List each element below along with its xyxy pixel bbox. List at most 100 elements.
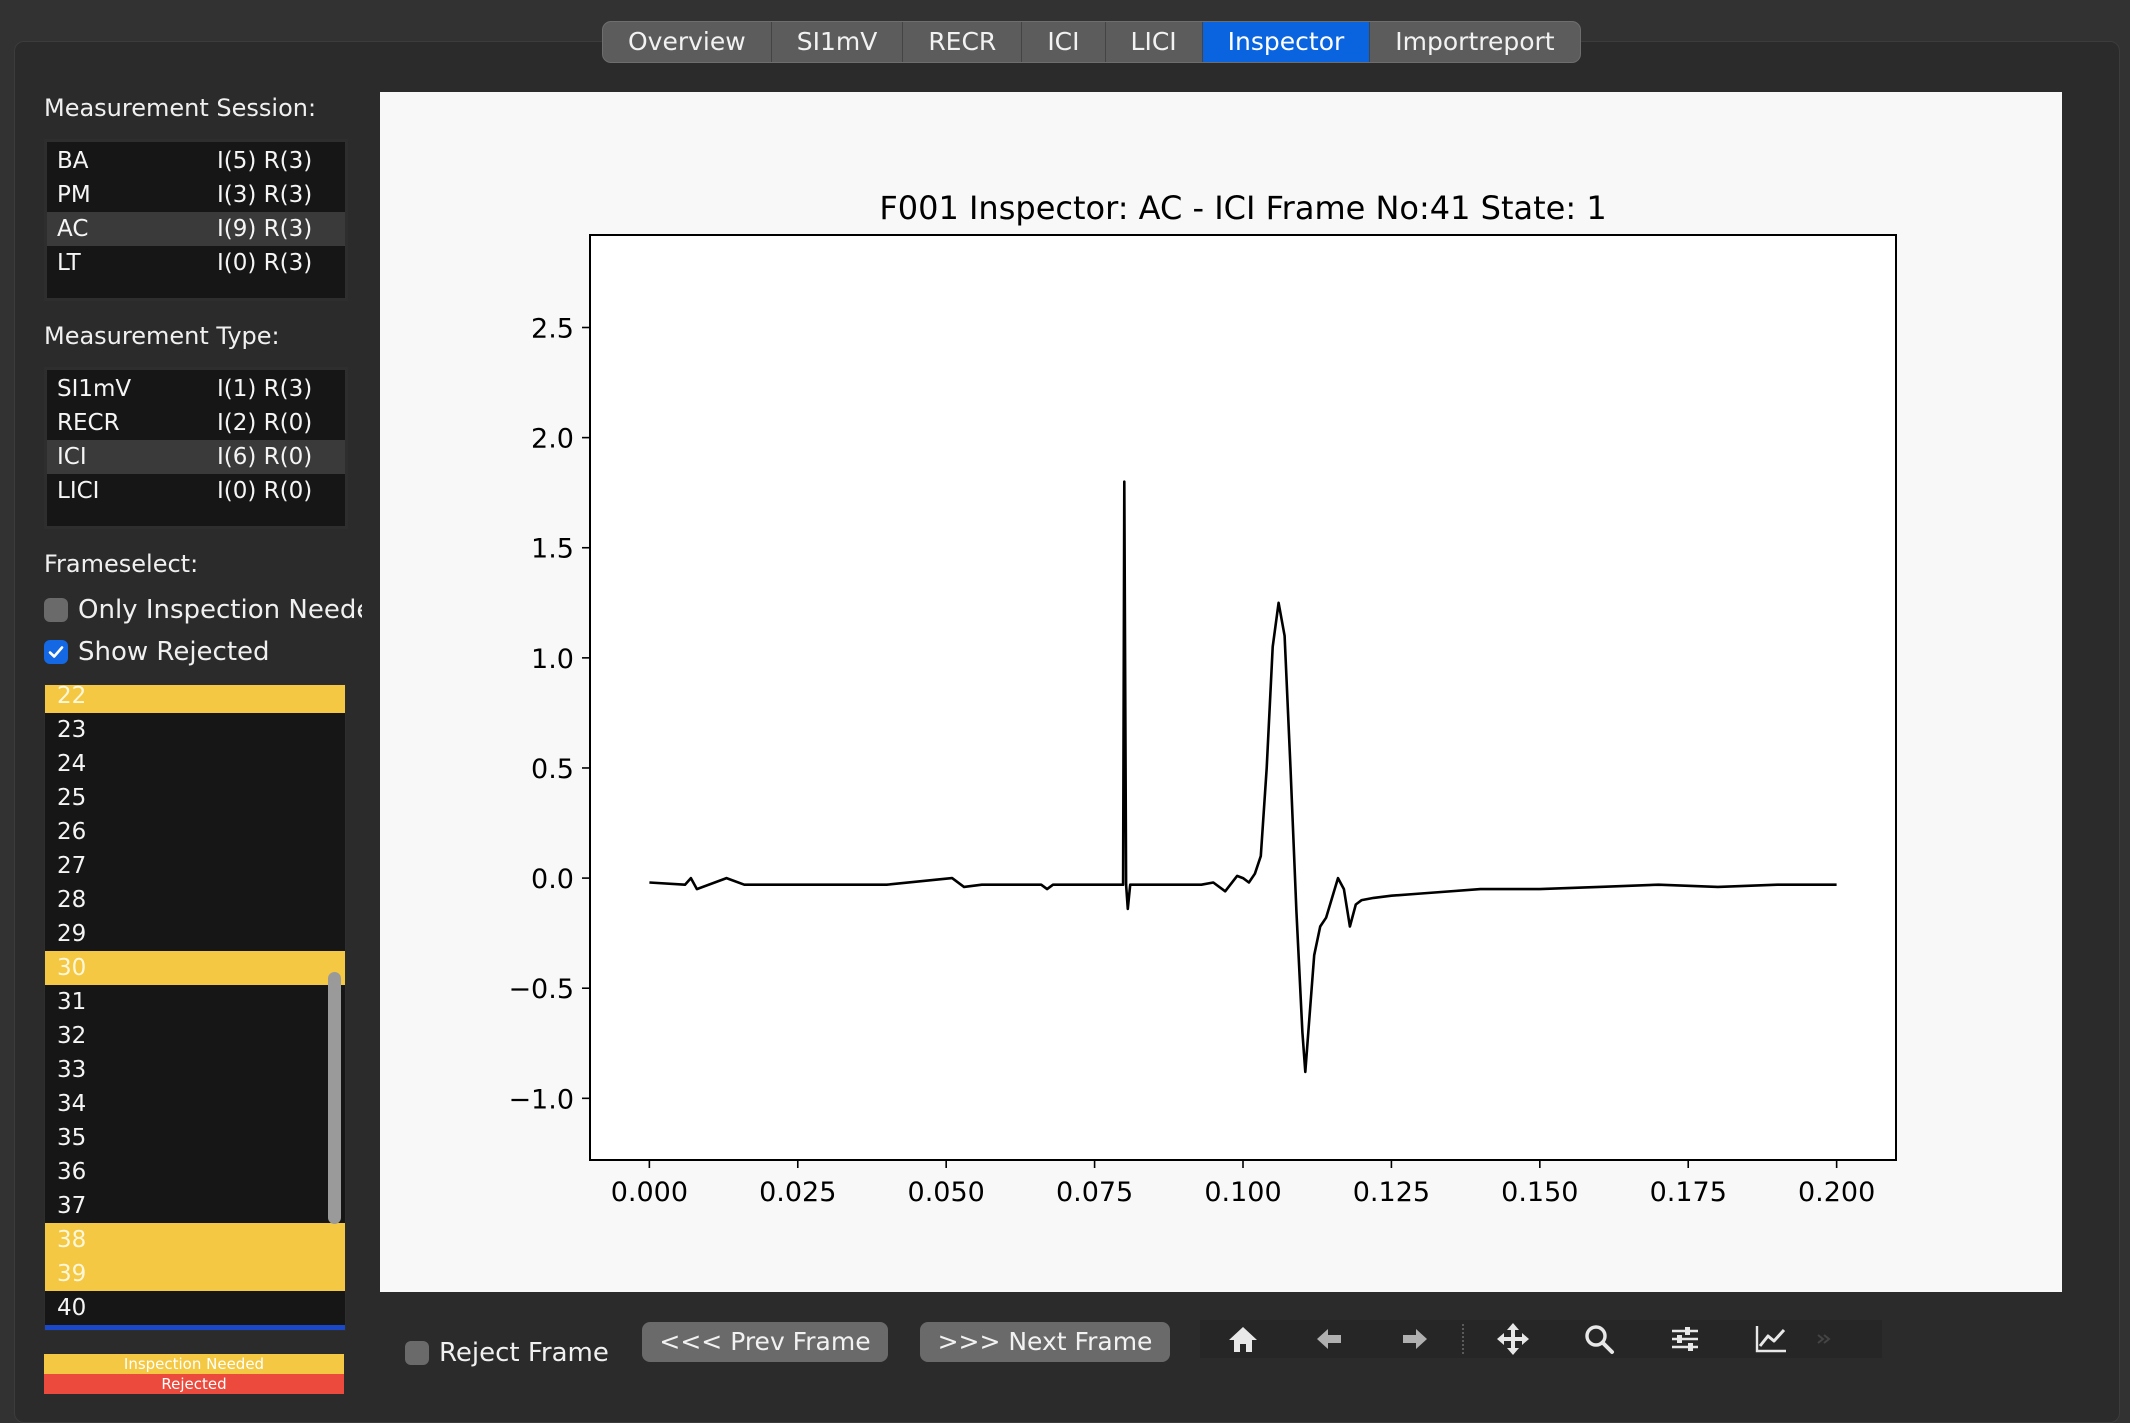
session-item-ac[interactable]: AC I(9) R(3): [47, 212, 345, 246]
frame-list-item[interactable]: 40: [57, 1295, 87, 1321]
y-tick-label: 1.5: [531, 534, 574, 565]
tab-importreport[interactable]: Importreport: [1395, 27, 1555, 56]
mtype-item-counts: I(1) R(3): [217, 376, 313, 402]
x-tick-label: 0.175: [1650, 1177, 1727, 1208]
mtype-item-si1mv[interactable]: SI1mV I(1) R(3): [47, 372, 345, 406]
frame-list-item[interactable]: 39: [45, 1257, 345, 1291]
frame-list-item[interactable]: 24: [57, 751, 87, 777]
tab-bar: Overview SI1mV RECR ICI LICI Inspector I…: [602, 21, 1581, 63]
frameselect-label: Frameselect:: [44, 550, 199, 578]
only-inspection-checkbox[interactable]: [44, 598, 68, 622]
more-chevron-icon[interactable]: [1814, 1320, 1874, 1358]
line-chart: F001 Inspector: AC - ICI Frame No:41 Sta…: [508, 189, 1897, 1208]
session-item-counts: I(5) R(3): [217, 148, 313, 174]
frame-list-item[interactable]: 28: [57, 887, 87, 913]
frame-list-item[interactable]: 35: [57, 1125, 87, 1151]
session-item-name: PM: [57, 182, 91, 208]
tab-inspector[interactable]: Inspector: [1202, 22, 1371, 62]
mtype-item-recr[interactable]: RECR I(2) R(0): [47, 406, 345, 440]
prev-frame-button[interactable]: <<< Prev Frame: [642, 1322, 888, 1362]
show-rejected-checkbox-row[interactable]: Show Rejected: [44, 636, 270, 668]
y-tick-label: −1.0: [508, 1084, 574, 1115]
show-rejected-label: Show Rejected: [78, 637, 270, 667]
plot-toolbar: [1200, 1320, 1882, 1358]
only-inspection-checkbox-row[interactable]: Only Inspection Needed: [44, 594, 362, 626]
tab-ici[interactable]: ICI: [1022, 22, 1106, 62]
forward-arrow-icon[interactable]: [1372, 1320, 1458, 1358]
mtype-item-name: RECR: [57, 410, 120, 436]
frame-list-item[interactable]: 34: [57, 1091, 87, 1117]
series-line: [649, 480, 1837, 1074]
next-frame-button[interactable]: >>> Next Frame: [920, 1322, 1170, 1362]
edit-axis-icon[interactable]: [1728, 1320, 1814, 1358]
mtype-item-name: ICI: [57, 444, 87, 470]
frame-list-scrollbar[interactable]: [328, 972, 341, 1224]
session-item-pm[interactable]: PM I(3) R(3): [47, 178, 345, 212]
mtype-list[interactable]: SI1mV I(1) R(3) RECR I(2) R(0) ICI I(6) …: [44, 367, 348, 529]
show-rejected-checkbox[interactable]: [44, 640, 68, 664]
frame-list-item[interactable]: 22: [45, 685, 345, 713]
y-tick-label: 0.5: [531, 754, 574, 785]
x-tick-label: 0.000: [611, 1177, 688, 1208]
selected-frame-indicator: [45, 1325, 345, 1330]
session-item-name: LT: [57, 250, 81, 276]
frame-list-item[interactable]: 26: [57, 819, 87, 845]
session-item-counts: I(9) R(3): [217, 216, 313, 242]
tab-recr[interactable]: RECR: [903, 22, 1023, 62]
mtype-item-ici[interactable]: ICI I(6) R(0): [47, 440, 345, 474]
session-list[interactable]: BA I(5) R(3) PM I(3) R(3) AC I(9) R(3) L…: [44, 139, 348, 301]
reject-frame-checkbox[interactable]: [405, 1341, 429, 1365]
frame-list-item[interactable]: 38: [45, 1223, 345, 1257]
back-arrow-icon[interactable]: [1286, 1320, 1372, 1358]
y-tick-label: 0.0: [531, 864, 574, 895]
toolbar-separator: [1462, 1324, 1466, 1354]
frame-list-item[interactable]: 23: [57, 717, 87, 743]
frame-list-item[interactable]: 36: [57, 1159, 87, 1185]
frame-list-item[interactable]: 37: [57, 1193, 87, 1219]
x-tick-label: 0.050: [908, 1177, 985, 1208]
chart-title: F001 Inspector: AC - ICI Frame No:41 Sta…: [879, 189, 1606, 227]
only-inspection-label: Only Inspection Needed: [78, 595, 362, 625]
session-item-counts: I(3) R(3): [217, 182, 313, 208]
session-label: Measurement Session:: [44, 94, 317, 122]
tab-si1mv[interactable]: SI1mV: [772, 22, 904, 62]
mtype-item-lici[interactable]: LICI I(0) R(0): [47, 474, 345, 508]
legend-rejected: Rejected: [44, 1374, 344, 1394]
zoom-icon[interactable]: [1556, 1320, 1642, 1358]
plot-area: [589, 234, 1897, 1161]
mtype-label: Measurement Type:: [44, 322, 280, 350]
home-icon[interactable]: [1200, 1320, 1286, 1358]
frame-list-item[interactable]: 32: [57, 1023, 87, 1049]
session-item-name: BA: [57, 148, 89, 174]
session-item-name: AC: [57, 216, 89, 242]
configure-subplots-icon[interactable]: [1642, 1320, 1728, 1358]
frame-list-item[interactable]: 29: [57, 921, 87, 947]
y-tick-label: 2.5: [531, 314, 574, 345]
mtype-item-counts: I(2) R(0): [217, 410, 313, 436]
frame-list-item[interactable]: 33: [57, 1057, 87, 1083]
frame-list[interactable]: 22 23 24 25 26 27 28 29 30 31 32 33 34 35 36 37 38 39 40: [44, 684, 346, 1331]
y-tick-label: −0.5: [508, 974, 574, 1005]
pan-icon[interactable]: [1470, 1320, 1556, 1358]
mtype-item-name: LICI: [57, 478, 100, 504]
x-tick-label: 0.100: [1204, 1177, 1281, 1208]
tab-lici[interactable]: LICI: [1106, 22, 1203, 62]
x-tick-label: 0.125: [1353, 1177, 1430, 1208]
frame-list-item[interactable]: 31: [57, 989, 87, 1015]
session-item-lt[interactable]: LT I(0) R(3): [47, 246, 345, 280]
frame-list-item[interactable]: 30: [45, 951, 345, 985]
reject-frame-checkbox-row[interactable]: Reject Frame: [405, 1336, 609, 1370]
x-tick-label: 0.150: [1501, 1177, 1578, 1208]
checkmark-icon: [48, 646, 64, 658]
tab-overview[interactable]: Overview: [603, 22, 772, 62]
frame-list-item[interactable]: 27: [57, 853, 87, 879]
legend-inspection-needed: Inspection Needed: [44, 1354, 344, 1374]
session-item-counts: I(0) R(3): [217, 250, 313, 276]
frame-list-item[interactable]: 25: [57, 785, 87, 811]
session-item-ba[interactable]: BA I(5) R(3): [47, 144, 345, 178]
plot-canvas[interactable]: F001 Inspector: AC - ICI Frame No:41 Sta…: [380, 92, 2062, 1292]
x-tick-label: 0.200: [1798, 1177, 1875, 1208]
x-tick-label: 0.075: [1056, 1177, 1133, 1208]
x-tick-label: 0.025: [759, 1177, 836, 1208]
mtype-item-counts: I(0) R(0): [217, 478, 313, 504]
